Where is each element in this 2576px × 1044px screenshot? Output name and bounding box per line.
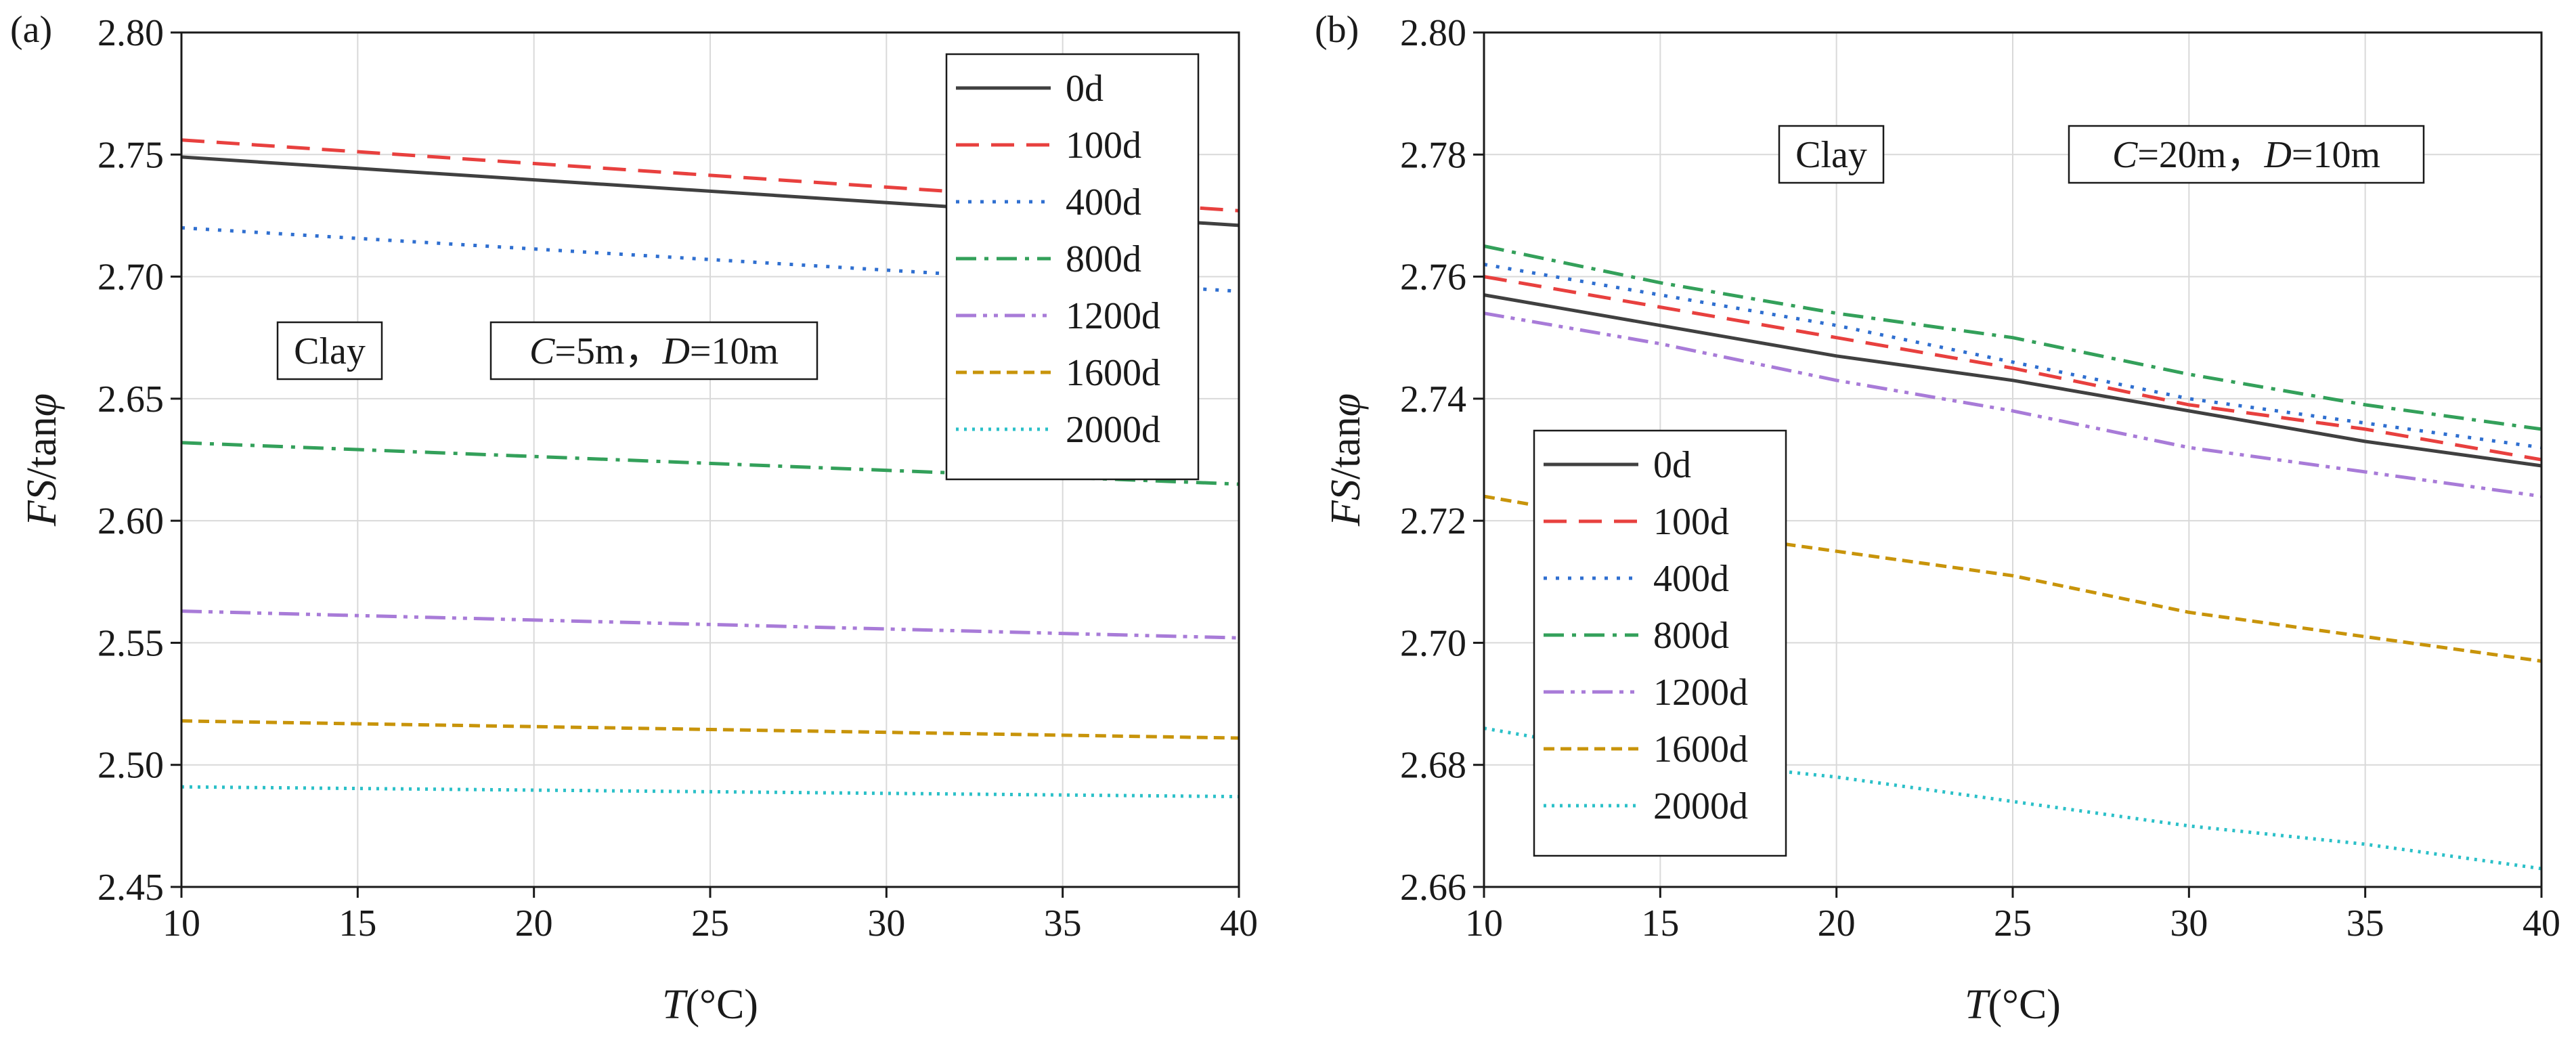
panel-a-y-tick-label: 2.60	[97, 500, 164, 542]
panel-b-y-tick-label: 2.78	[1400, 134, 1466, 176]
panel-a-x-tick-label: 40	[1220, 902, 1258, 944]
panel-a-legend: 0d 100d 400d 800d 1200d 1600d 2000d	[945, 53, 1200, 481]
panel-b-x-tick-label: 35	[2346, 902, 2384, 944]
panel-b-geometry-label: C=20m，D=10m	[2112, 134, 2380, 176]
panel-a-series-1600d	[181, 719, 1240, 740]
panel-b-x-tick-label: 40	[2523, 902, 2560, 944]
panel-a-annotation-material: Clay	[276, 321, 383, 380]
panel-b-x-tick-label: 20	[1818, 902, 1856, 944]
panel-a-y-axis-title: FS/tanφ	[19, 393, 65, 527]
panel-b-y-tick-label: 2.70	[1400, 622, 1466, 664]
panel-a-geometry-box	[489, 321, 818, 380]
panel-b-x-tick-label: 10	[1465, 902, 1503, 944]
chart-panel-a: (a) 10 15 20 25 30 35 40 2.45 2.50 2.55 2.60 2.65 2.…	[10, 9, 1258, 1028]
panel-b-series-100d	[1483, 275, 2542, 462]
panel-b-x-tick-label: 25	[1994, 902, 2032, 944]
legend-a-label-400d: 400d	[1066, 181, 1141, 223]
legend-b-label-2000d: 2000d	[1653, 785, 1748, 827]
panel-b-y-tick-label: 2.76	[1400, 257, 1466, 299]
panel-a-x-tick-label: 10	[162, 902, 200, 944]
panel-a-material-label: Clay	[294, 330, 366, 372]
panel-b-legend-box	[1533, 429, 1787, 857]
panel-b-material-box	[1778, 125, 1885, 184]
panel-a-x-tick-label: 20	[515, 902, 553, 944]
panel-a-x-tick-label: 30	[867, 902, 905, 944]
legend-a-label-0d: 0d	[1066, 68, 1104, 110]
panel-a-legend-box	[945, 53, 1200, 481]
panel-a-material-box	[276, 321, 383, 380]
panel-b-annotation-geometry: C=20m，D=10m	[2068, 125, 2425, 184]
panel-b-x-tick-label: 30	[2170, 902, 2208, 944]
panel-a-annotation-geometry: C=5m，D=10m	[489, 321, 818, 380]
panel-b-x-tick-label: 15	[1641, 902, 1679, 944]
legend-b-label-0d: 0d	[1653, 444, 1691, 486]
panel-b-y-tick-label: 2.66	[1400, 867, 1466, 909]
panel-a-y-tick-label: 2.55	[97, 622, 164, 664]
legend-a-label-800d: 800d	[1066, 238, 1141, 280]
legend-b-label-100d: 100d	[1653, 501, 1729, 543]
panel-a-y-tick-label: 2.75	[97, 134, 164, 176]
panel-a-y-tick-label: 2.80	[97, 12, 164, 54]
panel-a-series-2000d	[181, 785, 1240, 799]
panel-b-geometry-box	[2068, 125, 2425, 184]
legend-b-label-1600d: 1600d	[1653, 728, 1748, 770]
legend-a-label-2000d: 2000d	[1066, 409, 1160, 451]
legend-b-label-800d: 800d	[1653, 615, 1729, 657]
panel-b-tag: (b)	[1315, 9, 1359, 51]
panel-b-series-1200d	[1483, 311, 2542, 498]
panel-a-x-tick-label: 15	[339, 902, 376, 944]
panel-b-y-tick-label: 2.72	[1400, 500, 1466, 542]
panel-b-y-axis-title: FS/tanφ	[1323, 393, 1369, 527]
panel-a-x-tick-label: 35	[1044, 902, 1082, 944]
panel-a-x-tick-label: 25	[691, 902, 729, 944]
panel-a-ticks: 10 15 20 25 30 35 40 2.45 2.50 2.55 2.60 2.65 2.70 2.…	[97, 12, 1258, 944]
panel-a-tag: (a)	[10, 9, 52, 51]
panel-b-legend: 0d 100d 400d 800d 1200d 1600d 2000d	[1533, 429, 1787, 857]
panel-b-y-tick-label: 2.80	[1400, 12, 1466, 54]
panel-a-y-tick-label: 2.70	[97, 257, 164, 299]
panel-b-series-800d	[1483, 244, 2542, 431]
panel-b-ticks: 10 15 20 25 30 35 40 2.66 2.68 2.70 2.72 2.74 2.76 2.…	[1400, 12, 2560, 944]
panel-a-geometry-label: C=5m，D=10m	[529, 330, 779, 372]
legend-a-label-100d: 100d	[1066, 125, 1141, 167]
panel-b-y-tick-label: 2.74	[1400, 378, 1466, 420]
legend-b-label-400d: 400d	[1653, 558, 1729, 600]
panel-a-y-tick-label: 2.65	[97, 378, 164, 420]
legend-a-label-1600d: 1600d	[1066, 352, 1160, 394]
panel-b-annotation-material: Clay	[1778, 125, 1885, 184]
chart-panel-b: (b) 10 15 20 25 30 35 40 2.66 2.68 2.70 2.72 2.74 2.…	[1315, 9, 2560, 1028]
legend-b-label-1200d: 1200d	[1653, 672, 1748, 714]
panel-b-series-400d	[1483, 263, 2542, 450]
panel-b-x-axis-title: T(°C)	[1965, 982, 2061, 1028]
panel-b-y-tick-label: 2.68	[1400, 745, 1466, 787]
panel-b-material-label: Clay	[1795, 134, 1867, 176]
panel-b-series-0d	[1483, 293, 2542, 468]
panel-a-series-1200d	[181, 609, 1240, 640]
legend-a-label-1200d: 1200d	[1066, 295, 1160, 337]
panel-a-y-tick-label: 2.45	[97, 867, 164, 909]
panel-a-y-tick-label: 2.50	[97, 745, 164, 787]
panel-a-x-axis-title: T(°C)	[662, 982, 758, 1028]
